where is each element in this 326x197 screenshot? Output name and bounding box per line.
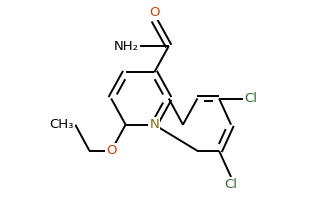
Text: NH₂: NH₂ [114,40,139,53]
Text: N: N [149,118,159,131]
Text: Cl: Cl [244,92,258,105]
Text: CH₃: CH₃ [50,118,74,131]
Text: Cl: Cl [225,178,238,191]
Text: O: O [106,144,116,157]
Text: O: O [149,6,159,19]
